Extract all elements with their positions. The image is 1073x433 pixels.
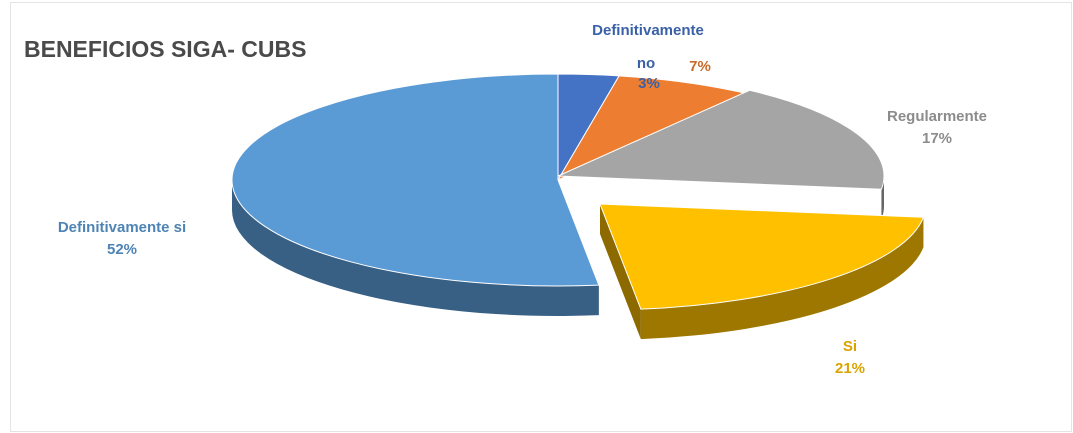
slice-regularmente (557, 89, 885, 190)
chart-title: BENEFICIOS SIGA- CUBS (24, 36, 307, 62)
data-label-name: no (637, 55, 655, 72)
slice-cut-face-si (600, 204, 641, 340)
slice-side-regularmente (881, 176, 884, 220)
data-label-name: Regularmente (887, 108, 987, 125)
data-label-percent: 17% (922, 130, 952, 147)
slice-si (599, 203, 925, 310)
data-label-percent: 3% (638, 75, 660, 92)
data-label-name: Definitivamente (592, 22, 704, 39)
data-label-percent: 21% (835, 360, 865, 377)
data-label-percent: 52% (107, 241, 137, 258)
data-label-percent: 7% (689, 58, 711, 75)
slice-side-si (640, 217, 924, 340)
slice-definitivamente-si (231, 73, 600, 287)
slice-side-definitivamente-si (231, 180, 599, 317)
data-label-name: Si (843, 338, 857, 355)
data-label-name: Definitivamente si (58, 219, 186, 236)
